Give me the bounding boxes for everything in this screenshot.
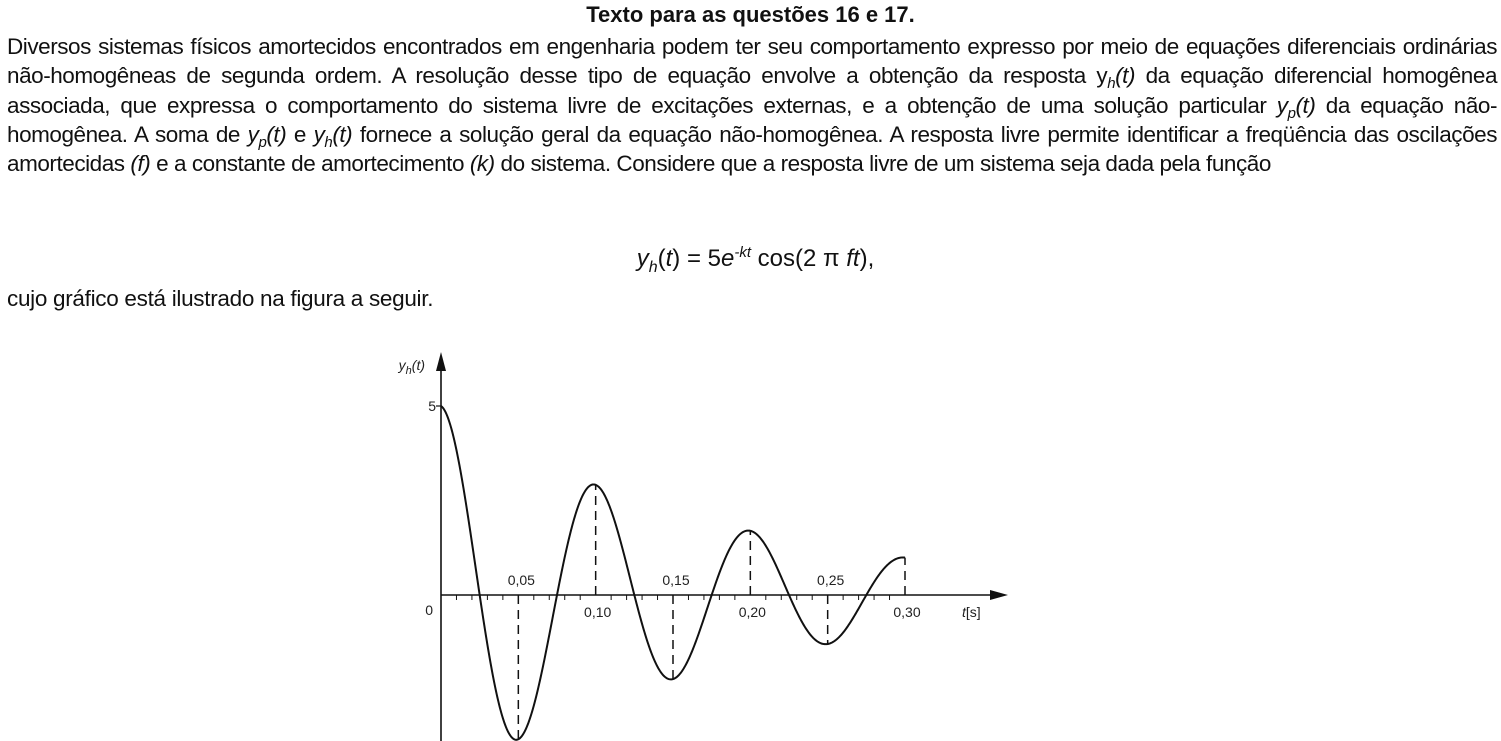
x-axis-label-t: t — [962, 604, 967, 620]
x-minor-ticks — [455, 595, 891, 600]
formula-paren-open: ( — [657, 245, 666, 272]
text-part-5: fornece a solução geral da equação não-h… — [7, 121, 1498, 177]
text-part-2: da equação diferencial homogênea associa… — [7, 63, 1498, 118]
yp-symbol-2: y — [247, 121, 259, 147]
text-part-4: e — [286, 121, 314, 147]
x-tick-label: 0,20 — [739, 604, 766, 620]
text-part-7: do sistema. Considere que a resposta liv… — [494, 151, 1272, 177]
x-tick-label: 0,25 — [817, 572, 844, 588]
y-axis-label-y: y — [398, 357, 407, 373]
frequency-symbol: (f) — [130, 151, 151, 177]
formula-exponent: -kt — [734, 244, 752, 261]
x-axis-label: t[s] — [962, 604, 981, 620]
x-axis-arrow-icon — [990, 590, 1008, 600]
function-formula: yh(t) = 5e-kt cos(2 π ft), — [0, 244, 1501, 276]
formula-equals: = 5 — [680, 245, 721, 272]
y-axis-label: yh(t) — [398, 357, 425, 377]
yh-subscript-2: h — [324, 133, 333, 151]
yp-subscript: p — [1287, 104, 1296, 122]
extrema-guides — [517, 484, 906, 740]
formula-close: ), — [859, 245, 875, 272]
formula-sub-h: h — [648, 259, 658, 276]
chart-axes — [436, 352, 1008, 741]
formula-y: y — [636, 245, 649, 272]
text-part-1: Diversos sistemas físicos amortecidos en… — [7, 34, 1497, 89]
yh-argument-2: (t) — [332, 121, 353, 147]
y-axis-label-sub: h — [406, 365, 412, 377]
x-tick-label: 0,10 — [584, 604, 611, 620]
yh-subscript: h — [1107, 75, 1116, 93]
axis-labels: 5 0 yh(t) t[s] 0,05 0,15 0,25 0,10 0,20 0,30 — [398, 357, 981, 620]
formula-ft: ft — [846, 245, 860, 272]
y-axis-arrow-icon — [436, 352, 446, 371]
formula-cos: cos(2 π — [751, 245, 847, 272]
formula-e: e — [720, 245, 735, 272]
yh-symbol-2: y — [313, 121, 325, 147]
text-part-6: e a constante de amortecimento — [150, 151, 470, 177]
x-tick-label: 0,05 — [508, 572, 535, 588]
yp-argument-2: (t) — [266, 121, 287, 147]
x-tick-label: 0,30 — [893, 604, 920, 620]
question-text: Diversos sistemas físicos amortecidos en… — [7, 32, 1497, 178]
yp-argument: (t) — [1295, 92, 1316, 118]
y-tick-label-5: 5 — [428, 398, 436, 414]
y-tick-label-0: 0 — [425, 602, 433, 618]
yp-subscript-2: p — [258, 133, 267, 151]
yp-symbol: y — [1276, 92, 1288, 118]
response-curve — [440, 405, 906, 741]
page-title: Texto para as questões 16 e 17. — [586, 2, 915, 27]
y-axis-label-arg: (t) — [412, 357, 425, 373]
figure-caption: cujo gráfico está ilustrado na figura a … — [7, 286, 434, 311]
text-part-3: da equação não-homogênea. A soma de — [7, 92, 1497, 147]
damping-symbol: (k) — [469, 151, 495, 177]
yh-argument: (t) — [1115, 63, 1136, 89]
formula-paren-close: ) — [672, 245, 681, 272]
x-axis-label-unit: [s] — [966, 604, 981, 620]
x-tick-label: 0,15 — [662, 572, 689, 588]
formula-t: t — [665, 245, 673, 272]
